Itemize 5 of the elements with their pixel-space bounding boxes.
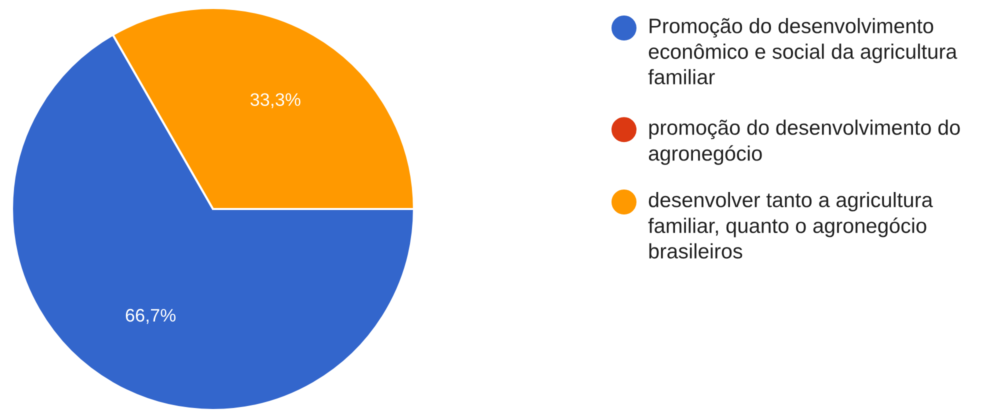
legend-label: Promoção do desenvolvimento econômico e social da agricultura familiar (648, 18, 958, 84)
legend-label: promoção do desenvolvimento do agronegócio (648, 120, 960, 165)
legend-label: desenvolver tanto a agricultura familiar, quanto o agronegócio brasileiros (648, 192, 933, 259)
data-label: 66,7% (126, 308, 176, 324)
data-label: 33,3% (250, 93, 300, 108)
